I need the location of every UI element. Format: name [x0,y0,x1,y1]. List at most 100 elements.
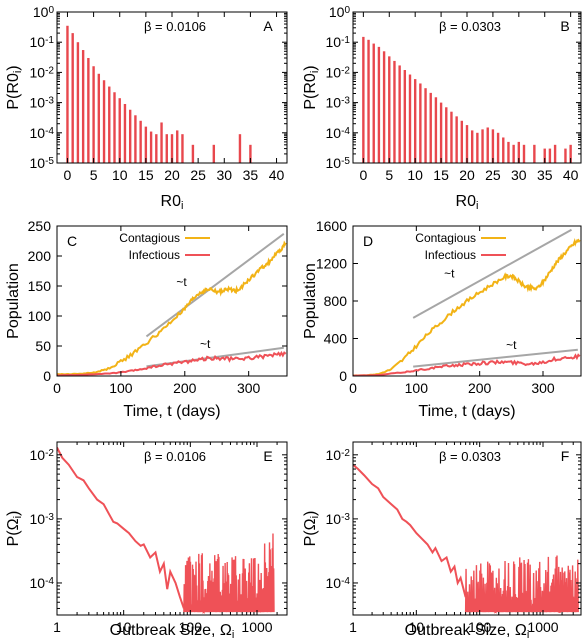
bar-B-10 [413,79,417,163]
bar-B-20 [465,125,469,163]
xtick-label-B: 35 [537,167,553,183]
bar-A-17 [155,134,158,163]
bar-B-14 [434,97,438,163]
bar-B-15 [439,102,443,163]
xtick-label-C: 0 [53,380,61,396]
xtick-label-F: 1 [349,619,357,635]
plot-area-D [353,228,581,376]
ytick-label-E: 10-4 [30,575,55,591]
xtick-label-B: 30 [511,167,527,183]
bar-B-0 [362,36,365,163]
xtick-label-E: 1 [53,619,61,635]
bar-A-21 [176,130,179,163]
panel-C: 0 100 200 300 0 50 100 150 200 250 Time, t (days) P… [5,218,288,420]
y-axis-label-F: P(Ωi) [302,511,321,547]
panel-letter-A: A [263,18,273,34]
panel-A: 0 5 10 15 20 25 30 35 40 100 10-1 10-2 10-3 10-4 10-5 R… [5,4,288,212]
bar-B-40 [569,144,572,163]
bar-B-27 [502,137,505,163]
ytick-label-F: 10-4 [326,575,351,591]
plot-area-F [353,463,579,614]
xtick-label-F: 100 [468,619,492,635]
xtick-label-B: 25 [485,167,501,183]
bar-B-21 [470,130,474,163]
x-axis-label-E: Outbreak Size, Ωi [110,622,235,639]
xtick-label-E: 100 [179,619,203,635]
ytick-label-B: 10-4 [326,125,351,141]
xtick-label-A: 10 [112,167,128,183]
xtick-label-D: 100 [405,380,429,396]
bar-A-11 [123,103,127,163]
xtick-label-E: 1000 [241,619,272,635]
bar-A-15 [144,126,148,163]
xtick-label-F: 10 [409,619,425,635]
bar-A-16 [149,131,153,163]
panel-letter-C: C [67,233,77,249]
beta-annotation-A: β = 0.0106 [144,19,206,34]
bar-B-3 [377,46,381,163]
x-axis-label-D: Time, t (days) [418,403,515,420]
panel-letter-E: E [263,448,272,464]
bar-A-12 [128,109,132,163]
ytick-label-B: 10-5 [326,155,351,171]
series-C-contagious [57,240,287,376]
trend-label-D-0: ~t [444,267,455,281]
trend-line-D-0 [412,228,572,319]
trend-label-C-1: ~t [200,337,211,351]
bar-A-35 [249,144,252,163]
bar-B-24 [486,127,489,163]
ytick-label-B: 10-1 [326,34,351,50]
noise-band-F [464,555,579,614]
ytick-label-C: 200 [28,248,52,264]
bar-A-6 [97,73,101,163]
trend-line-D-1 [413,348,578,368]
xtick-label-A: 5 [90,167,98,183]
bar-B-33 [533,144,536,163]
y-axis-label-B: P(R0i) [302,65,321,109]
bar-B-28 [507,141,510,163]
bar-B-6 [393,60,396,163]
axes-frame-C [56,225,288,377]
panel-D: 0 100 200 300 0 400 800 1200 1600 Time, t (days) P… [302,218,582,420]
bar-A-20 [170,134,174,163]
bar-A-2 [76,42,80,163]
xtick-label-A: 40 [269,167,285,183]
bar-A-13 [134,115,137,163]
ytick-label-C: 50 [35,338,51,354]
bar-B-4 [382,51,386,163]
bar-B-17 [450,111,453,163]
ytick-label-A: 10-1 [30,34,55,50]
ytick-label-B: 10-3 [326,95,351,111]
xtick-label-D: 200 [468,380,492,396]
bar-B-37 [553,144,557,163]
ytick-label-E: 10-2 [30,447,55,463]
bar-B-19 [460,120,464,163]
plot-area-A [66,25,252,163]
ytick-label-C: 100 [28,308,52,324]
xtick-label-C: 300 [237,380,261,396]
bar-B-1 [367,39,370,163]
plot-area-C [57,232,287,376]
ytick-label-F: 10-2 [326,447,351,463]
ytick-label-D: 1600 [316,218,347,234]
ytick-label-B: 100 [329,4,351,20]
bar-A-5 [92,66,95,163]
x-axis-label-B: R0i [456,193,479,212]
xtick-label-A: 15 [138,167,154,183]
ytick-label-F: 10-3 [326,511,351,527]
ytick-label-A: 10-5 [30,155,55,171]
bar-B-7 [398,65,401,163]
ytick-label-C: 150 [28,278,52,294]
xtick-label-B: 0 [359,167,367,183]
series-E-0 [57,447,185,609]
panel-E: 1 10 100 1000 10-2 10-3 10-4 Outbreak Size, Ωi P… [5,441,288,639]
bar-B-2 [372,43,375,163]
beta-annotation-F: β = 0.0303 [439,449,501,464]
xtick-label-B: 5 [385,167,393,183]
panel-F: 1 10 100 1000 10-2 10-3 10-4 Outbreak Size, Ωi P… [302,441,582,639]
series-D-contagious [353,238,581,376]
xtick-label-F: 1000 [527,619,558,635]
legend-label-C-0: Contagious [119,231,180,245]
bar-B-16 [445,107,448,163]
ytick-label-D: 800 [324,293,348,309]
